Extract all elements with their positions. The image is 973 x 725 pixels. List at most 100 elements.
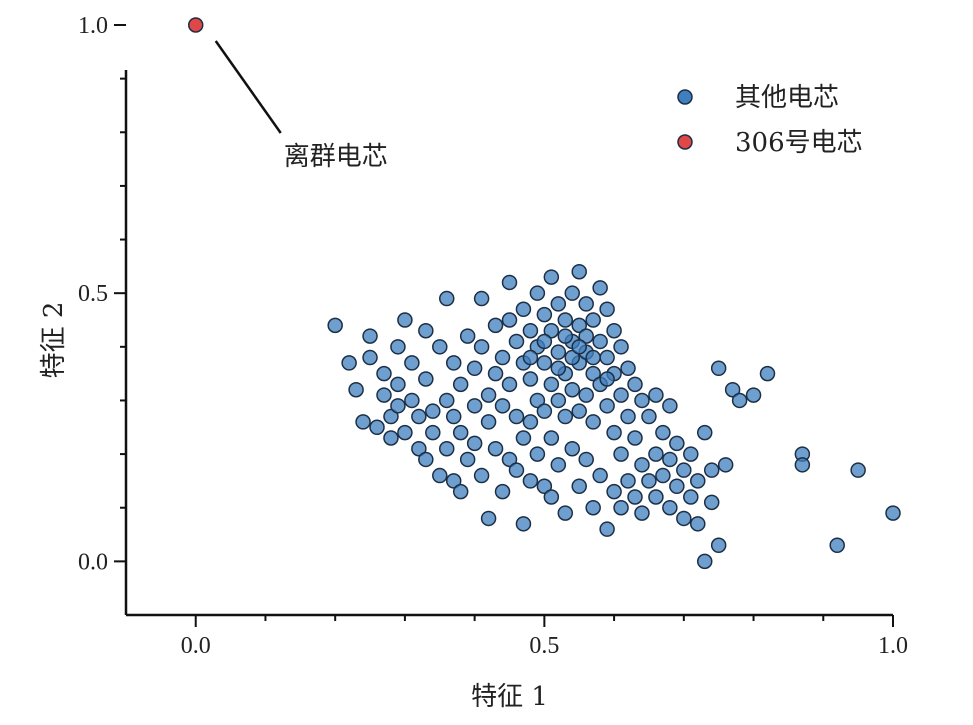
data-point-other-cell xyxy=(411,440,427,457)
data-point-other-cell xyxy=(564,349,581,366)
data-point-other-cell xyxy=(522,414,539,430)
data-point-other-cell xyxy=(585,414,601,430)
legend-marker-cell-306 xyxy=(677,134,693,150)
data-point-other-cell xyxy=(550,457,567,473)
data-points xyxy=(187,17,901,570)
data-point-other-cell xyxy=(522,322,539,339)
data-point-other-cell xyxy=(466,360,483,377)
data-point-other-cell xyxy=(327,317,343,334)
data-point-other-cell xyxy=(529,392,546,409)
data-point-other-cell xyxy=(452,376,469,393)
data-point-other-cell xyxy=(418,371,434,387)
axes xyxy=(124,70,893,617)
data-point-other-cell xyxy=(703,462,720,478)
data-point-other-cell xyxy=(543,322,560,339)
data-point-other-cell xyxy=(585,499,601,516)
data-point-other-cell xyxy=(606,483,622,500)
data-point-other-cell xyxy=(585,312,601,328)
data-point-other-cell xyxy=(578,387,594,403)
data-point-other-cell xyxy=(404,355,420,371)
data-point-other-cell xyxy=(599,349,615,366)
data-point-other-cell xyxy=(494,349,511,366)
data-point-other-cell xyxy=(418,451,434,468)
data-point-other-cell xyxy=(445,408,462,425)
data-point-other-cell xyxy=(564,285,581,301)
data-point-other-cell xyxy=(662,398,678,414)
data-point-other-cell xyxy=(494,398,511,414)
data-point-other-cell xyxy=(529,285,546,301)
data-point-other-cell xyxy=(620,408,636,425)
data-point-other-cell xyxy=(829,537,845,554)
legend-label-other-cells: 其他电芯 xyxy=(735,83,839,113)
data-point-other-cell xyxy=(592,467,608,484)
data-point-other-cell xyxy=(648,446,664,462)
data-point-cell-306 xyxy=(187,17,204,33)
data-point-other-cell xyxy=(717,457,734,473)
data-point-other-cell xyxy=(480,387,497,403)
data-point-other-cell xyxy=(669,478,685,495)
data-point-other-cell xyxy=(418,322,434,339)
data-point-other-cell xyxy=(438,290,455,307)
data-point-other-cell xyxy=(578,451,594,468)
data-point-other-cell xyxy=(710,360,727,377)
data-point-other-cell xyxy=(557,328,574,344)
data-point-other-cell xyxy=(515,301,532,318)
legend: 其他电芯 306号电芯 xyxy=(677,83,863,158)
data-point-other-cell xyxy=(487,317,504,334)
data-point-other-cell xyxy=(383,430,399,446)
y-tick-label: 0.0 xyxy=(78,549,108,575)
data-point-other-cell xyxy=(550,360,567,377)
data-point-other-cell xyxy=(515,430,532,446)
annotation: 离群电芯 xyxy=(214,40,388,172)
data-point-other-cell xyxy=(634,392,650,409)
y-axis-title: 特征 2 xyxy=(39,302,69,379)
data-point-other-cell xyxy=(613,499,629,516)
data-point-other-cell xyxy=(696,424,713,441)
data-point-other-cell xyxy=(536,333,553,350)
data-point-other-cell xyxy=(571,403,587,419)
data-point-other-cell xyxy=(676,510,692,527)
data-point-other-cell xyxy=(543,430,560,446)
x-axis-title: 特征 1 xyxy=(471,682,548,712)
data-point-other-cell xyxy=(494,483,511,500)
data-point-other-cell xyxy=(487,440,504,457)
data-point-other-cell xyxy=(606,322,622,339)
data-point-other-cell xyxy=(550,392,567,409)
data-point-other-cell xyxy=(508,462,525,478)
data-point-other-cell xyxy=(445,355,462,371)
data-point-other-cell xyxy=(480,510,497,527)
data-point-other-cell xyxy=(348,381,364,398)
data-point-other-cell xyxy=(473,467,490,484)
data-point-other-cell xyxy=(690,473,706,489)
data-point-other-cell xyxy=(411,408,427,425)
data-point-other-cell xyxy=(620,473,636,489)
x-tick-label: 0.5 xyxy=(529,633,559,659)
data-point-other-cell xyxy=(432,467,448,484)
data-point-other-cell xyxy=(690,516,706,532)
data-point-other-cell xyxy=(627,376,643,393)
data-point-other-cell xyxy=(459,328,476,344)
data-point-other-cell xyxy=(432,339,448,355)
data-point-other-cell xyxy=(543,376,560,393)
data-point-other-cell xyxy=(376,387,392,403)
data-point-other-cell xyxy=(397,312,413,328)
data-point-other-cell xyxy=(452,424,469,441)
data-point-other-cell xyxy=(662,499,678,516)
data-point-other-cell xyxy=(550,296,567,312)
data-point-other-cell xyxy=(613,387,629,403)
data-point-other-cell xyxy=(592,333,608,350)
y-axis-ticks: 0.0 0.5 1.0 xyxy=(78,13,126,575)
data-point-other-cell xyxy=(606,424,622,441)
data-point-other-cell xyxy=(648,387,664,403)
data-point-other-cell xyxy=(571,478,587,495)
data-point-other-cell xyxy=(578,296,594,312)
data-point-other-cell xyxy=(341,355,357,371)
legend-marker-other-cells xyxy=(677,89,693,105)
data-point-other-cell xyxy=(662,451,678,468)
data-point-other-cell xyxy=(425,403,441,419)
data-point-other-cell xyxy=(613,339,629,355)
data-point-other-cell xyxy=(522,473,539,489)
data-point-other-cell xyxy=(445,473,462,489)
data-point-other-cell xyxy=(557,505,574,521)
data-point-other-cell xyxy=(683,446,699,462)
